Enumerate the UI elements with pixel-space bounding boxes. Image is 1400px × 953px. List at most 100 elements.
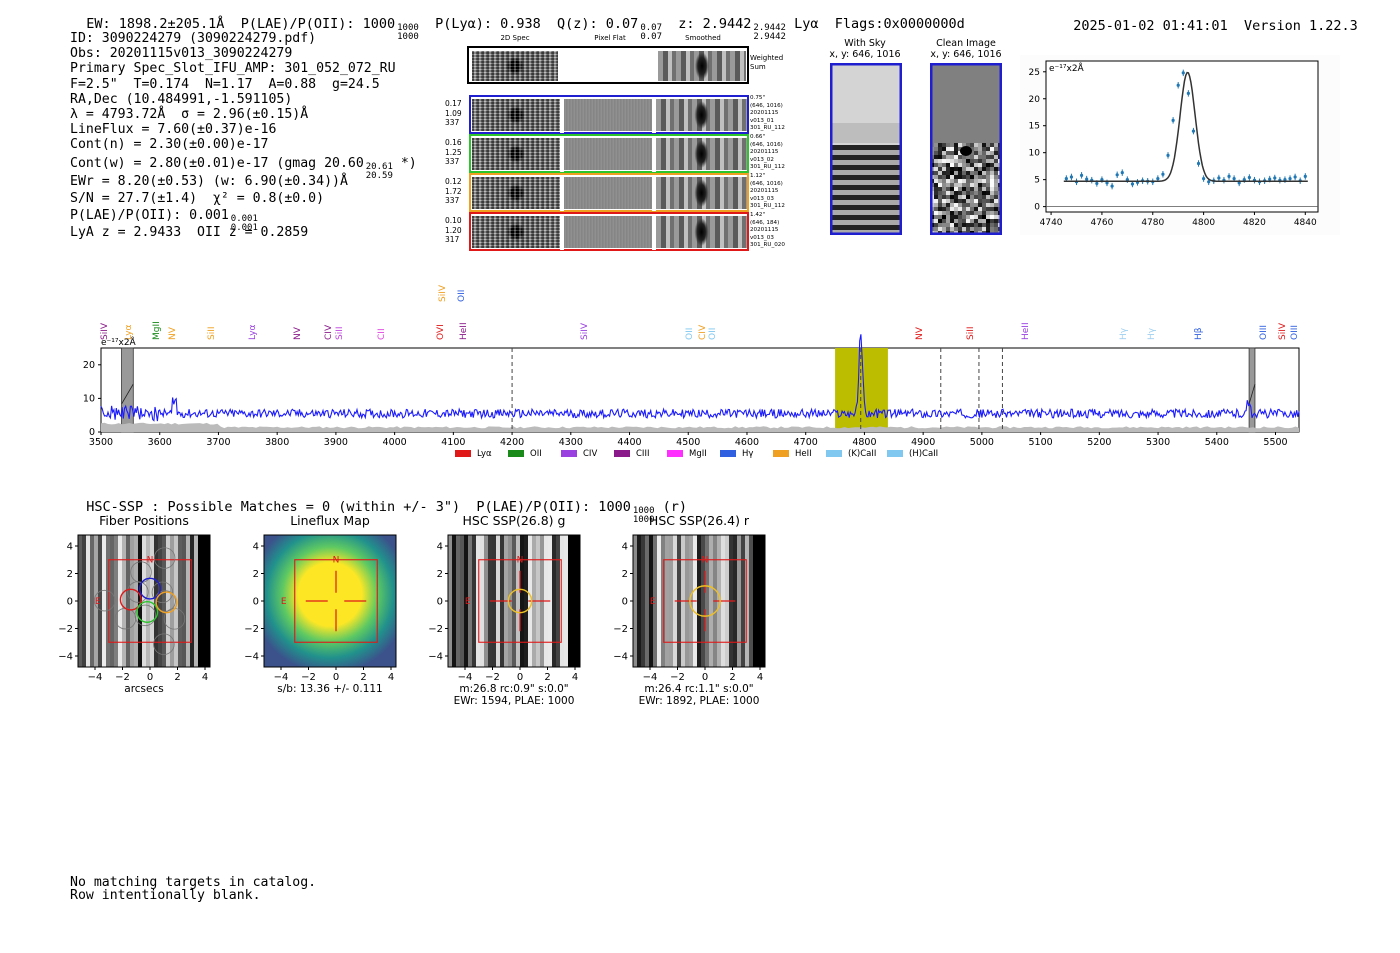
info-lambda: λ = 4793.72Å σ = 2.96(±0.15)Å: [70, 106, 309, 122]
noise-pixel: [966, 199, 970, 203]
header-plya: P(Lyα): 0.938: [435, 15, 541, 32]
spectrum-line-label: Lyα: [248, 324, 258, 340]
image-column: [122, 535, 126, 667]
noise-pixel: [966, 143, 970, 147]
noise-pixel: [974, 191, 978, 195]
fit-xtick-label: 4740: [1040, 218, 1063, 228]
noise-pixel: [994, 207, 998, 211]
noise-pixel: [946, 155, 950, 159]
noise-pixel: [994, 147, 998, 151]
noise-pixel: [966, 171, 970, 175]
cutout-2d: [472, 99, 560, 131]
noise-pixel: [974, 215, 978, 219]
noise-pixel: [986, 175, 990, 179]
noise-pixel: [938, 203, 942, 207]
image-column: [520, 535, 524, 667]
spectrum-xtick-label: 4600: [735, 437, 759, 448]
noise-pixel: [978, 167, 982, 171]
with-sky-label: With Sky: [844, 38, 886, 49]
noise-pixel: [934, 203, 938, 207]
noise-pixel: [978, 175, 982, 179]
noise-pixel: [974, 143, 978, 147]
fit-unit: e⁻¹⁷x2Å: [1049, 62, 1085, 74]
cutout-left-labels: 0.16 1.25 337: [445, 138, 467, 167]
aperture-box: [478, 559, 562, 643]
fit-data-point: [1242, 178, 1246, 182]
cutout-right-value: v013_01: [750, 117, 774, 124]
noise-pixel: [966, 227, 970, 231]
image-panel: HSC SSP(26.4) r N E −4 −4 −2 −2 0 0 2 2 4 4 m:26.4 rc…: [613, 513, 766, 707]
cutout-right-labels: 0.75" (646, 1016) 20201115 v013_01 301_RU_11…: [750, 95, 785, 133]
noise-pixel: [942, 179, 946, 183]
spectrum-line-label: CIV: [698, 324, 708, 340]
panel-xtick-label: 4: [757, 672, 763, 683]
cutout-right-value: 301_RU_112: [750, 125, 785, 131]
compass-east: E: [281, 597, 287, 607]
noise-pixel: [994, 219, 998, 223]
noise-pixel: [954, 219, 958, 223]
spectrum-line-label: Hγ: [1119, 327, 1129, 340]
spectrum-xtick-label: 4000: [383, 437, 407, 448]
noise-pixel: [938, 195, 942, 199]
legend-swatch: [720, 450, 736, 457]
image-column: [90, 535, 94, 667]
spectrum-highlight-band: [835, 348, 888, 432]
spectrum-error-fill: [101, 422, 1299, 432]
image-column: [556, 535, 560, 667]
noise-pixel: [958, 183, 962, 187]
compass-east: E: [95, 597, 101, 607]
noise-pixel: [994, 143, 998, 147]
noise-pixel: [946, 195, 950, 199]
noise-pixel: [974, 187, 978, 191]
noise-pixel: [970, 179, 974, 183]
spectrum-section: SiIV Lyα MgII NV SiII Lyα NV CIV SiII CII OVI SiIV H…: [80, 270, 1320, 470]
noise-pixel: [962, 171, 966, 175]
noise-pixel: [934, 143, 938, 147]
noise-pixel: [954, 159, 958, 163]
noise-pixel: [958, 219, 962, 223]
noise-pixel: [942, 203, 946, 207]
legend-label: CIII: [636, 449, 649, 459]
noise-pixel: [966, 191, 970, 195]
col-pixel-flat: Pixel Flat: [594, 34, 626, 42]
noise-pixel: [946, 219, 950, 223]
fit-data-point: [1227, 174, 1231, 179]
spectrum-plot: SiIV Lyα MgII NV SiII Lyα NV CIV SiII CII OVISiIVH…: [83, 284, 1300, 459]
noise-pixel: [966, 167, 970, 171]
noise-pixel: [946, 203, 950, 207]
noise-pixel: [934, 163, 938, 167]
noise-pixel: [990, 227, 994, 231]
noise-pixel: [966, 195, 970, 199]
noise-pixel: [934, 151, 938, 155]
noise-pixel: [950, 187, 954, 191]
noise-pixel: [958, 207, 962, 211]
noise-pixel: [962, 219, 966, 223]
image-column: [741, 535, 745, 667]
noise-pixel: [982, 199, 986, 203]
noise-pixel: [958, 171, 962, 175]
header-z-hi: 2.9442: [753, 22, 786, 33]
panel-ytick-label: 4: [67, 542, 73, 553]
fiber-green: [136, 600, 159, 624]
noise-pixel: [990, 167, 994, 171]
noise-pixel: [966, 207, 970, 211]
fit-data-point: [1115, 173, 1119, 177]
spectrum-line-label: NV: [915, 326, 925, 340]
hsc-title-text: HSC-SSP : Possible Matches = 0 (within +…: [86, 498, 631, 515]
hsc-plae-hi: 1000: [632, 505, 655, 516]
noise-pixel: [942, 219, 946, 223]
noise-pixel: [958, 215, 962, 219]
noise-pixel: [974, 211, 978, 215]
noise-pixel: [990, 175, 994, 179]
fit-data-point: [1247, 175, 1251, 180]
noise-pixel: [938, 219, 942, 223]
noise-pixel: [942, 227, 946, 231]
image-column: [94, 535, 98, 667]
noise-pixel: [958, 147, 962, 151]
compass-east: E: [650, 597, 656, 607]
noise-pixel: [938, 211, 942, 215]
panel-ytick-label: −4: [58, 652, 73, 663]
noise-pixel: [950, 167, 954, 171]
spectrum-unit: e⁻¹⁷x2Å: [101, 336, 137, 348]
noise-pixel: [986, 227, 990, 231]
